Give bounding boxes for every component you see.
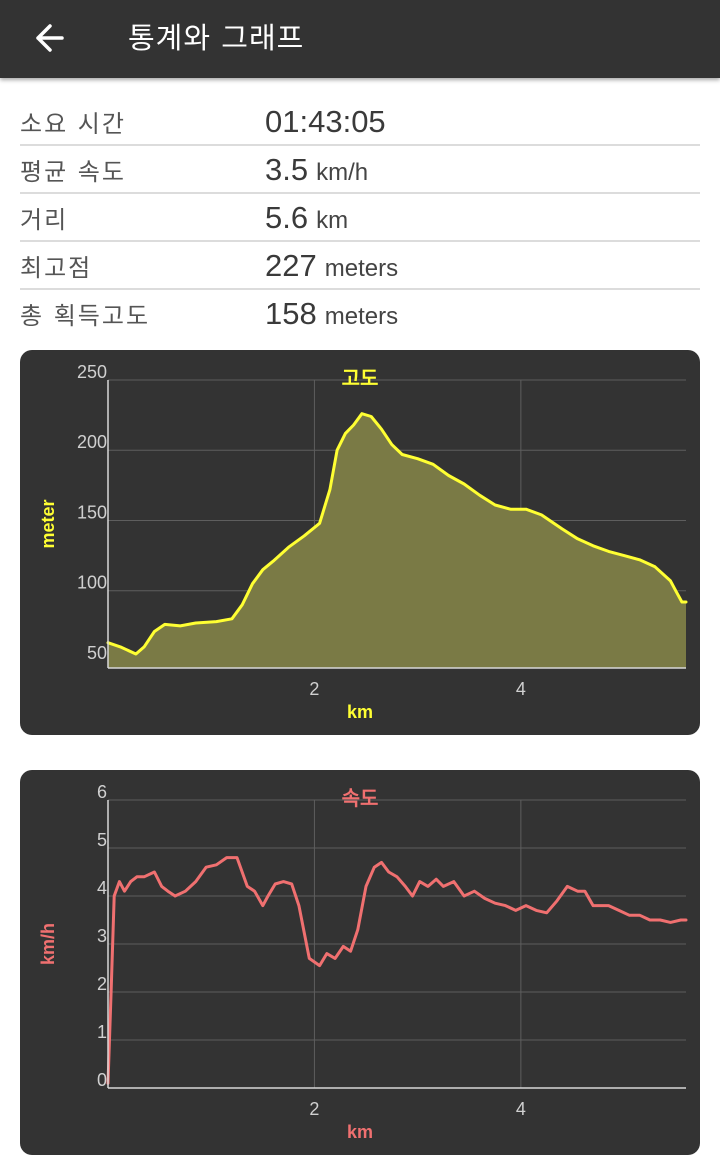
page-title: 통계와 그래프	[128, 21, 305, 55]
y-tick-label: 5	[97, 830, 107, 850]
x-tick-label: 4	[516, 679, 526, 699]
y-tick-label: 150	[77, 502, 107, 522]
y-tick-label: 2	[97, 974, 107, 994]
stat-row-elevation-gain: 총 획득고도 158 meters	[20, 290, 700, 336]
y-tick-label: 50	[87, 643, 107, 663]
y-tick-label: 4	[97, 878, 107, 898]
stat-unit: km	[316, 207, 349, 234]
stat-unit: km/h	[316, 159, 369, 186]
stat-row-distance: 거리 5.6 km	[20, 194, 700, 242]
chart-title: 고도	[342, 366, 379, 390]
stats-table: 소요 시간 01:43:05 평균 속도 3.5 km/h 거리 5.6 km 최고…	[20, 98, 700, 336]
x-axis-label: km	[347, 1122, 373, 1142]
stat-label: 소요 시간	[20, 110, 126, 138]
y-tick-label: 3	[97, 926, 107, 946]
stat-unit: meters	[324, 303, 399, 330]
y-tick-label: 0	[97, 1070, 107, 1090]
stat-number: 3.5	[265, 152, 309, 187]
stat-row-avg-speed: 평균 속도 3.5 km/h	[20, 146, 700, 194]
elevation-chart-card: 50 100 150 200 250 2 4 고도 km meter	[20, 350, 700, 735]
y-axis-label: meter	[38, 499, 58, 548]
chart-title: 속도	[342, 786, 379, 810]
stat-label: 총 획득고도	[20, 302, 151, 330]
x-tick-label: 2	[309, 1099, 319, 1119]
elevation-area-fill	[108, 413, 686, 668]
y-tick-label: 6	[97, 782, 107, 802]
x-axis-label: km	[347, 702, 373, 722]
y-tick-label: 100	[77, 573, 107, 593]
elevation-series-line	[106, 412, 688, 656]
y-tick-label: 250	[77, 362, 107, 382]
arrow-left-icon	[36, 24, 64, 52]
elevation-chart: 50 100 150 200 250 2 4 고도 km meter	[38, 362, 688, 722]
app-bar: 통계와 그래프	[0, 0, 720, 78]
stat-value: 3.5 km/h	[265, 152, 368, 188]
stat-number: 01:43:05	[265, 104, 386, 139]
stat-number: 227	[265, 248, 317, 283]
stat-number: 5.6	[265, 200, 309, 235]
y-axis-label: km/h	[38, 923, 58, 965]
stat-value: 158 meters	[265, 296, 398, 332]
x-tick-label: 4	[516, 1099, 526, 1119]
stat-value: 01:43:05	[265, 104, 386, 140]
speed-chart: 0 1 2 3 4 5 6 2 4 속도 km km/h	[38, 782, 688, 1142]
stat-label: 거리	[20, 206, 69, 234]
stat-row-duration: 소요 시간 01:43:05	[20, 98, 700, 146]
x-tick-label: 2	[309, 679, 319, 699]
stat-row-max-elevation: 최고점 227 meters	[20, 242, 700, 290]
stat-label: 최고점	[20, 254, 93, 282]
y-tick-label: 200	[77, 432, 107, 452]
back-button[interactable]	[24, 14, 76, 62]
stat-label: 평균 속도	[20, 158, 126, 186]
stat-number: 158	[265, 296, 317, 331]
speed-chart-card: 0 1 2 3 4 5 6 2 4 속도 km km/h	[20, 770, 700, 1155]
stat-unit: meters	[324, 255, 399, 282]
speed-series-line	[106, 856, 688, 1085]
y-tick-label: 1	[97, 1022, 107, 1042]
stat-value: 227 meters	[265, 248, 398, 284]
stat-value: 5.6 km	[265, 200, 348, 236]
